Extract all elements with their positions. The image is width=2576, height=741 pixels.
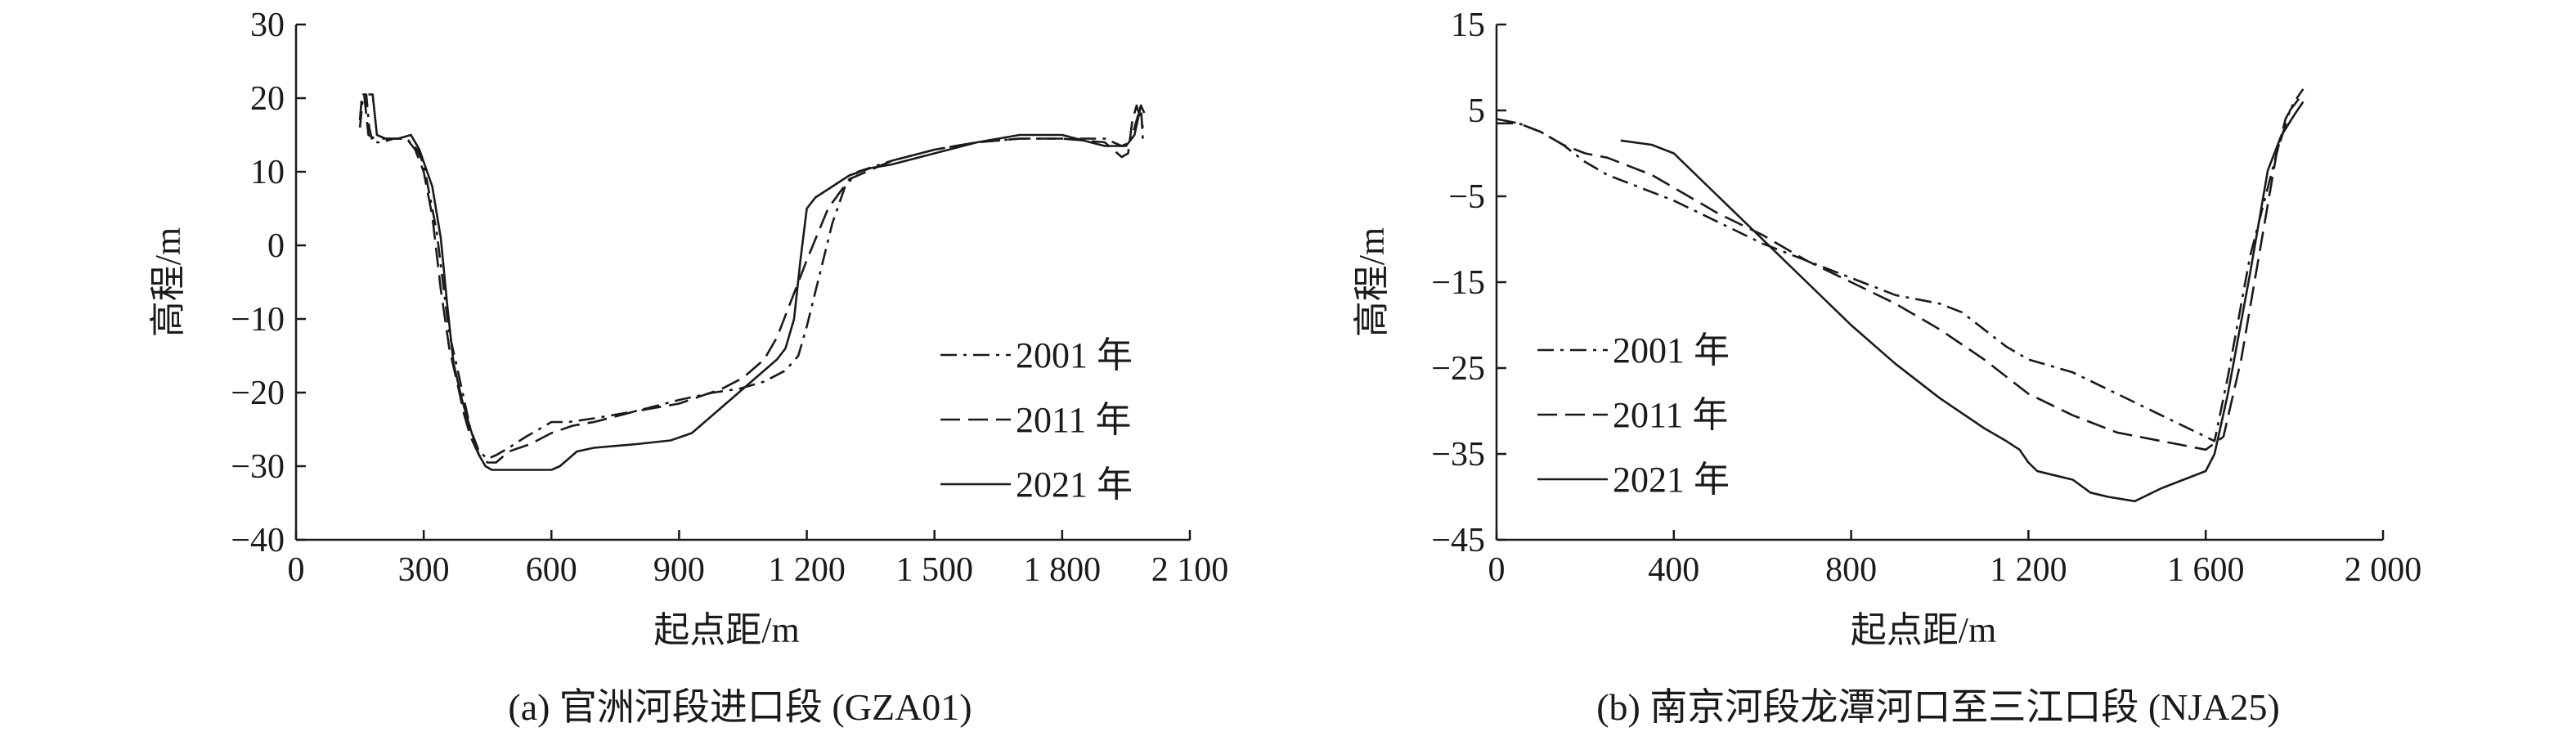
legend-label: 2011 年: [1016, 400, 1131, 440]
y-tick-label: −25: [1431, 350, 1485, 388]
x-tick-label: 800: [1825, 551, 1877, 589]
series-line-2011: [358, 93, 1144, 464]
x-tick-label: 0: [1488, 551, 1506, 589]
series-line-2011: [1496, 92, 2304, 451]
series-line-2001: [358, 93, 1144, 460]
x-tick-label: 400: [1648, 551, 1699, 589]
chart-b: −45 −35 −25 −15 −5 5 15 0 400 800 1 200 1 600 2 000 起…: [1352, 7, 2421, 728]
y-tick-label: 10: [250, 154, 285, 191]
y-tick-label: 0: [267, 227, 285, 265]
y-tick-label: −45: [1431, 522, 1485, 559]
x-axis-title: 起点距/m: [1851, 610, 1996, 650]
series-line-2001: [1497, 88, 2304, 442]
y-tick-label: −15: [1431, 264, 1485, 302]
legend: 2001 年 2011 年 2021 年: [940, 335, 1133, 505]
y-tick-label: −30: [231, 448, 285, 486]
x-tick-label: 1 200: [768, 551, 846, 589]
legend-label: 2001 年: [1613, 330, 1730, 370]
x-tick-label: 300: [398, 551, 450, 589]
legend-label: 2011 年: [1613, 395, 1728, 435]
y-tick-label: −5: [1448, 178, 1485, 216]
x-tick-label: 1 600: [2167, 551, 2245, 589]
x-tick-label: 1 800: [1024, 551, 1102, 589]
x-tick-label: 2 100: [1151, 551, 1229, 589]
y-tick-label: 5: [1468, 92, 1485, 130]
x-axis-title: 起点距/m: [653, 610, 799, 650]
chart-caption: (a) 官洲河段进口段 (GZA01): [508, 686, 972, 728]
y-axis-title: 高程/m: [1352, 227, 1392, 337]
legend-label: 2021 年: [1016, 465, 1133, 505]
x-tick-label: 600: [526, 551, 577, 589]
legend: 2001 年 2011 年 2021 年: [1537, 330, 1730, 500]
y-tick-label: 15: [1451, 7, 1485, 44]
y-tick-label: −40: [231, 522, 285, 559]
x-tick-label: 900: [653, 551, 705, 589]
x-tick-label: 1 200: [1990, 551, 2067, 589]
series-line-2021: [368, 93, 1146, 471]
legend-label: 2001 年: [1016, 335, 1133, 375]
y-axis-title: 高程/m: [148, 227, 188, 337]
series-line-2021: [1620, 101, 2304, 503]
y-tick-label: −35: [1431, 436, 1485, 474]
legend-label: 2021 年: [1613, 460, 1730, 500]
y-tick-label: −20: [231, 375, 285, 412]
x-tick-label: 1 500: [895, 551, 973, 589]
chart-caption: (b) 南京河段龙潭河口至三江口段 (NJA25): [1596, 686, 2280, 728]
x-tick-label: 0: [288, 551, 305, 589]
x-tick-label: 2 000: [2345, 551, 2422, 589]
y-tick-label: 30: [250, 7, 285, 44]
y-tick-label: 20: [250, 80, 285, 118]
y-tick-label: −10: [231, 301, 285, 339]
